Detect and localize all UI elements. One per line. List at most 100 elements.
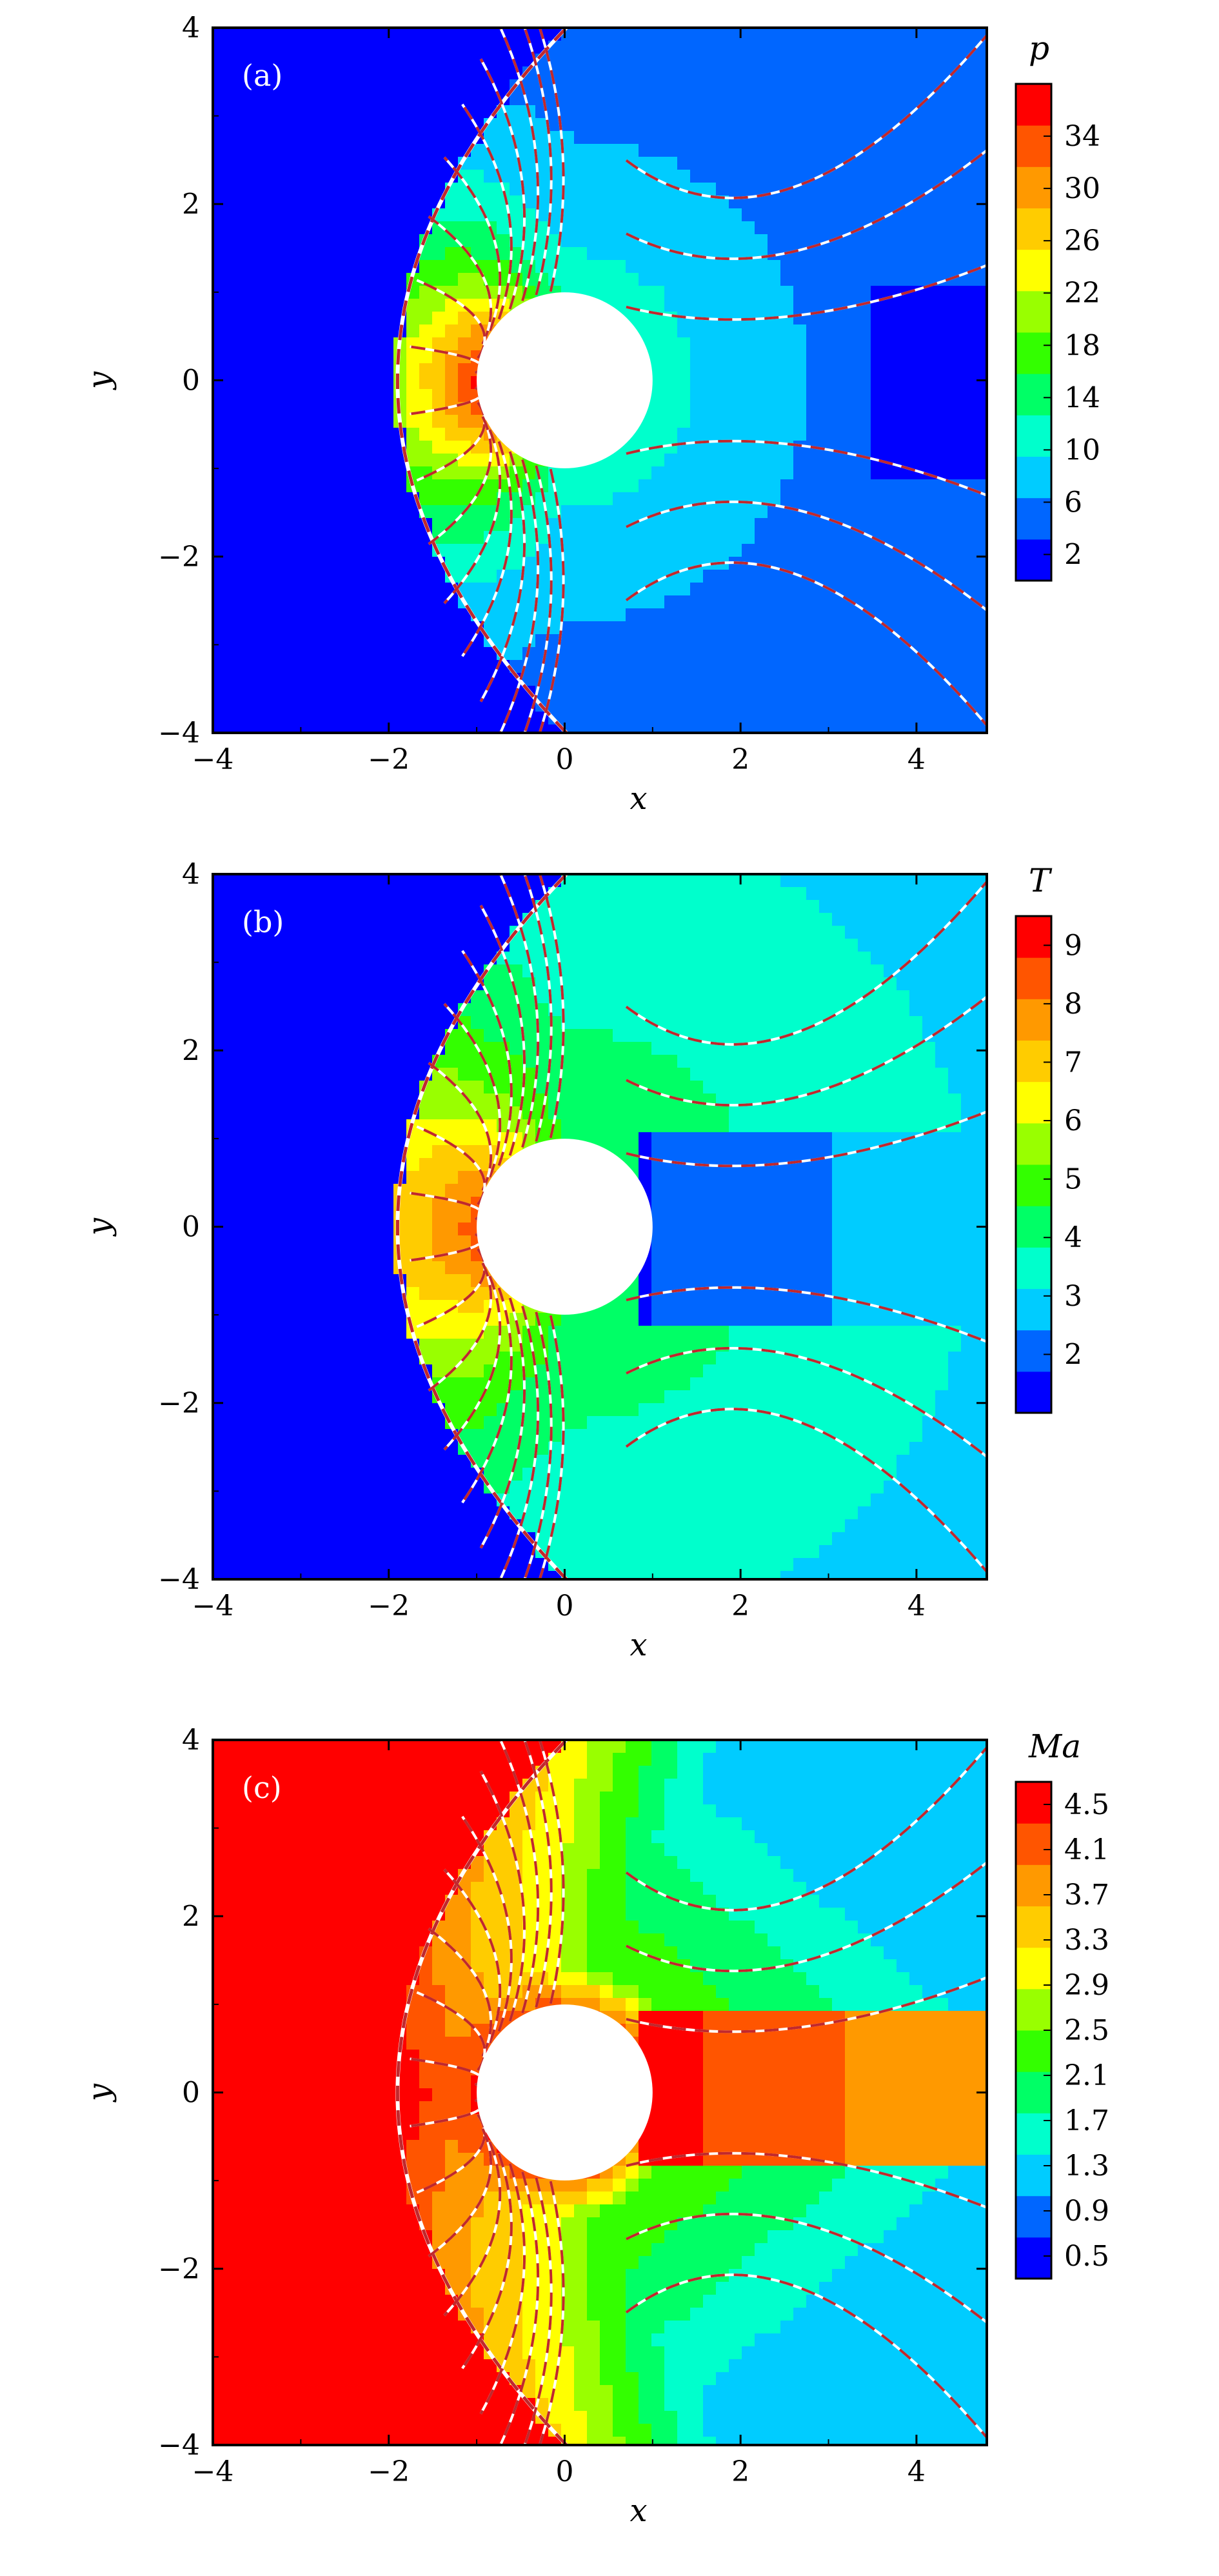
- field-cell: [651, 724, 665, 733]
- field-cell: [768, 286, 781, 299]
- field-cell: [277, 234, 291, 248]
- field-cell: [819, 479, 833, 493]
- field-cell: [445, 544, 459, 557]
- field-cell: [264, 402, 278, 415]
- field-cell: [871, 570, 884, 583]
- field-cell: [445, 1390, 459, 1404]
- field-cell: [561, 1455, 575, 1468]
- field-cell: [213, 647, 226, 661]
- field-cell: [716, 441, 729, 454]
- field-cell: [871, 428, 884, 441]
- field-cell: [510, 1364, 523, 1378]
- colorbar-tick-label: 18: [1064, 329, 1100, 362]
- field-cell: [239, 1197, 252, 1210]
- field-cell: [897, 673, 910, 686]
- field-cell: [871, 595, 884, 609]
- field-cell: [381, 208, 394, 222]
- field-cell: [819, 712, 833, 725]
- field-cell: [264, 299, 278, 312]
- field-cell: [922, 221, 936, 235]
- field-cell: [961, 183, 975, 196]
- field-cell: [703, 673, 717, 686]
- field-cell: [561, 260, 575, 274]
- field-cell: [948, 415, 962, 428]
- field-cell: [639, 54, 652, 67]
- field-cell: [239, 1106, 252, 1120]
- field-cell: [226, 1093, 239, 1107]
- field-cell: [587, 41, 600, 54]
- field-cell: [406, 428, 420, 441]
- field-cell: [277, 647, 291, 661]
- field-cell: [406, 41, 420, 54]
- field-cell: [277, 621, 291, 635]
- field-cell: [368, 479, 381, 493]
- field-cell: [935, 286, 949, 299]
- field-cell: [264, 505, 278, 519]
- field-cell: [729, 660, 742, 674]
- field-cell: [703, 712, 717, 725]
- field-cell: [419, 1210, 433, 1223]
- field-cell: [290, 1171, 304, 1184]
- field-cell: [445, 428, 459, 441]
- field-cell: [974, 208, 987, 222]
- field-cell: [935, 389, 949, 403]
- field-cell: [264, 118, 278, 132]
- field-cell: [277, 1029, 291, 1043]
- field-cell: [368, 1326, 381, 1339]
- field-cell: [368, 492, 381, 506]
- field-cell: [445, 647, 459, 661]
- field-cell: [316, 1235, 330, 1249]
- field-cell: [858, 54, 871, 67]
- field-cell: [213, 337, 226, 351]
- field-cell: [393, 1016, 407, 1030]
- field-cell: [729, 712, 742, 725]
- field-cell: [729, 621, 742, 635]
- field-cell: [806, 131, 820, 145]
- field-cell: [252, 1093, 265, 1107]
- field-cell: [445, 299, 459, 312]
- field-cell: [716, 234, 729, 248]
- field-cell: [239, 990, 252, 1004]
- field-cell: [510, 1081, 523, 1094]
- field-cell: [613, 273, 626, 286]
- field-cell: [393, 964, 407, 978]
- field-cell: [303, 1558, 317, 1572]
- field-cell: [677, 260, 691, 274]
- field-cell: [213, 1223, 226, 1236]
- field-cell: [368, 131, 381, 145]
- field-cell: [471, 1132, 484, 1146]
- field-cell: [961, 608, 975, 622]
- field-cell: [626, 492, 639, 506]
- field-cell: [277, 699, 291, 712]
- field-cell: [858, 273, 871, 286]
- field-cell: [419, 492, 433, 506]
- field-cell: [780, 54, 794, 67]
- field-cell: [871, 673, 884, 686]
- field-cell: [832, 570, 846, 583]
- field-cell: [393, 1003, 407, 1017]
- field-cell: [793, 260, 807, 274]
- field-cell: [574, 66, 588, 80]
- field-cell: [393, 1468, 407, 1481]
- field-cell: [458, 1210, 471, 1223]
- field-cell: [884, 505, 897, 519]
- field-cell: [355, 712, 368, 725]
- field-cell: [239, 389, 252, 403]
- field-cell: [355, 1558, 368, 1572]
- field-cell: [239, 1016, 252, 1030]
- field-cell: [845, 647, 858, 661]
- field-cell: [406, 1416, 420, 1430]
- field-cell: [703, 195, 717, 209]
- field-cell: [419, 195, 433, 209]
- field-cell: [303, 157, 317, 170]
- field-cell: [368, 157, 381, 170]
- field-cell: [355, 428, 368, 441]
- field-cell: [303, 1016, 317, 1030]
- field-cell: [213, 1029, 226, 1043]
- field-cell: [303, 105, 317, 119]
- field-cell: [290, 428, 304, 441]
- field-cell: [381, 1106, 394, 1120]
- field-cell: [677, 557, 691, 570]
- field-cell: [303, 1403, 317, 1417]
